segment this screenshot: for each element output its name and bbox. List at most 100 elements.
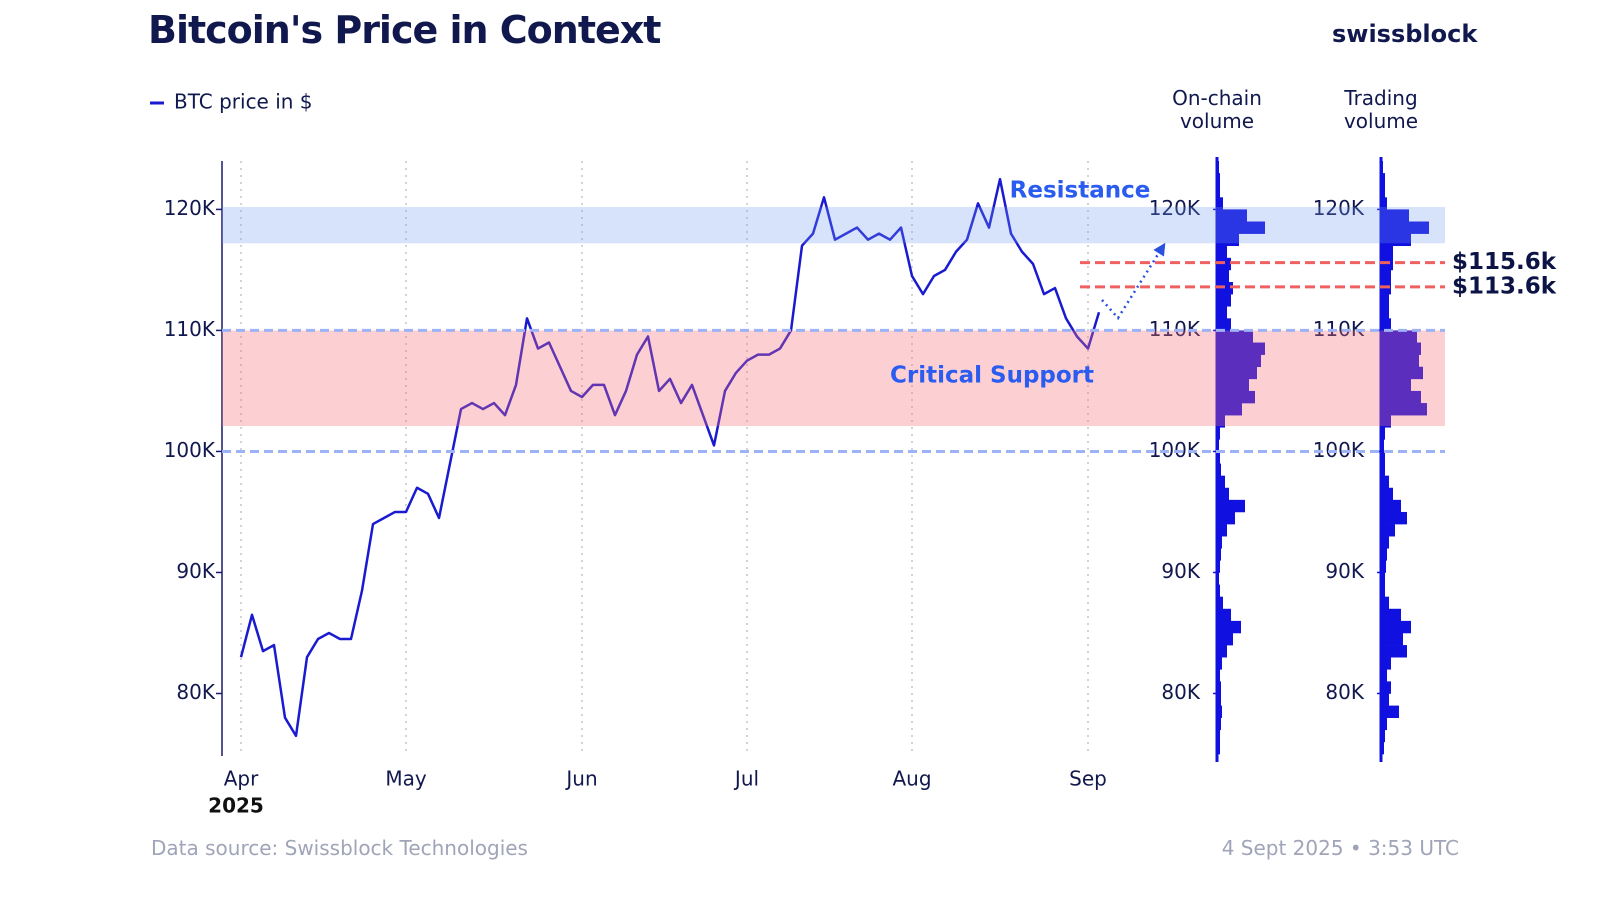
- volume-bar: [1381, 269, 1391, 283]
- volume-bar: [1381, 415, 1391, 428]
- volume-bar: [1217, 499, 1245, 513]
- x-tick-label: Jul: [733, 767, 759, 791]
- volume-bar: [1217, 245, 1227, 259]
- y-tick-label: 120K: [1149, 196, 1201, 220]
- volume-bar: [1381, 608, 1401, 622]
- volume-bar: [1217, 463, 1221, 476]
- x-tick-label: Aug: [892, 767, 931, 791]
- volume-bar: [1381, 427, 1385, 440]
- source-note: Data source: Swissblock Technologies: [151, 836, 528, 860]
- volume-bar: [1217, 632, 1233, 646]
- volume-bar: [1381, 487, 1393, 501]
- volume-bar: [1381, 475, 1389, 489]
- volume-bar: [1381, 717, 1387, 731]
- volume-bar: [1217, 645, 1227, 658]
- level-label: $115.6k: [1452, 249, 1557, 275]
- price-line: [239, 177, 1101, 738]
- volume-bar: [1217, 318, 1231, 331]
- volume-bar: [1381, 173, 1385, 186]
- volume-bar: [1217, 681, 1221, 694]
- price-band: [222, 330, 1445, 427]
- volume-bar: [1217, 657, 1222, 670]
- volume-bar: [1217, 233, 1239, 247]
- volume-bar: [1381, 378, 1411, 392]
- volume-bar: [1381, 197, 1387, 210]
- volume-bar: [1381, 548, 1387, 561]
- volume-bar: [1381, 572, 1385, 585]
- y-tick-label: 120K: [1313, 196, 1365, 220]
- volume-bar: [1217, 705, 1222, 718]
- volume-bar: [1217, 403, 1242, 416]
- y-tick-label: 90K: [1161, 559, 1200, 583]
- volume-bar: [1381, 403, 1427, 416]
- volume-bar: [1217, 548, 1221, 561]
- timestamp: 4 Sept 2025 • 3:53 UTC: [1221, 836, 1459, 860]
- volume-bar: [1217, 487, 1229, 501]
- y-tick-label: 120K: [164, 196, 216, 220]
- volume-bar: [1381, 657, 1391, 670]
- volume-bar: [1381, 245, 1393, 259]
- volume-bar: [1217, 693, 1221, 706]
- volume-bar: [1381, 294, 1389, 307]
- volume-bar: [1217, 306, 1227, 319]
- volume-bar: [1381, 584, 1385, 597]
- x-tick-label: Sep: [1069, 767, 1107, 791]
- volume-bar: [1381, 645, 1407, 658]
- volume-bar: [1381, 632, 1403, 646]
- volume-bar: [1217, 608, 1231, 622]
- chart-title: Bitcoin's Price in Context: [148, 8, 661, 52]
- volume-bar: [1381, 681, 1391, 694]
- volume-bar: [1381, 366, 1423, 380]
- projection-arrow: [1101, 242, 1166, 321]
- volume-bar: [1381, 318, 1391, 331]
- y-tick-label: 80K: [1325, 680, 1364, 704]
- volume-bar: [1381, 209, 1409, 222]
- volume-bar: [1217, 221, 1265, 234]
- volume-bar: [1217, 596, 1223, 610]
- volume-bar: [1381, 221, 1429, 234]
- volume-bar: [1381, 536, 1389, 549]
- level-label: $113.6k: [1452, 273, 1557, 299]
- x-tick-label: Jun: [564, 767, 597, 791]
- volume-bar: [1217, 209, 1247, 222]
- y-tick-label: 80K: [1161, 680, 1200, 704]
- legend-label: BTC price in $: [174, 90, 313, 114]
- panel-title: Trading volume: [1343, 86, 1419, 133]
- band-label: Critical Support: [890, 363, 1094, 389]
- volume-bar: [1381, 669, 1387, 682]
- volume-bar: [1381, 596, 1389, 610]
- price-band: [222, 206, 1445, 244]
- volume-bar: [1381, 705, 1399, 718]
- volume-bar: [1217, 415, 1225, 428]
- volume-bar: [1381, 342, 1421, 355]
- volume-bar: [1217, 354, 1261, 368]
- volume-bar: [1217, 524, 1227, 537]
- volume-bar: [1217, 342, 1265, 355]
- volume-bar: [1217, 390, 1255, 404]
- x-tick-label: Apr: [224, 767, 259, 791]
- y-tick-label: 110K: [164, 317, 216, 341]
- volume-bar: [1217, 366, 1257, 380]
- volume-bar: [1217, 620, 1241, 634]
- x-tick-label: May: [385, 767, 427, 791]
- volume-bar: [1217, 330, 1253, 343]
- panel-title: On-chain volume: [1172, 86, 1262, 133]
- brand-logo: swissblock: [1332, 20, 1478, 48]
- x-year-label: 2025: [208, 794, 264, 818]
- volume-bar: [1381, 693, 1389, 706]
- y-tick-label: 90K: [1325, 559, 1364, 583]
- volume-bar: [1381, 511, 1407, 525]
- volume-bar: [1381, 354, 1419, 368]
- volume-bar: [1217, 717, 1221, 731]
- volume-bar: [1381, 560, 1386, 573]
- volume-bar: [1381, 330, 1417, 343]
- volume-bar: [1217, 536, 1222, 549]
- volume-bar: [1381, 524, 1395, 537]
- volume-bar: [1381, 729, 1385, 743]
- volume-bar: [1381, 463, 1385, 476]
- volume-bar: [1381, 499, 1401, 513]
- volume-bar: [1217, 378, 1249, 392]
- band-label: Resistance: [1010, 178, 1151, 204]
